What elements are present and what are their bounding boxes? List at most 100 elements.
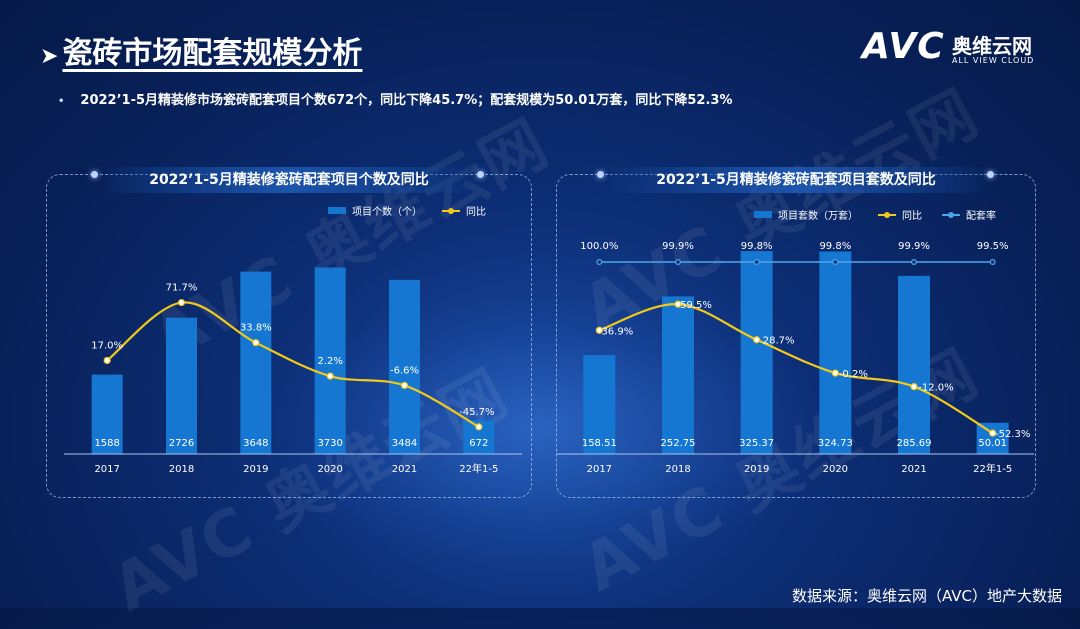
bar (740, 251, 773, 454)
rate-label: 99.9% (898, 241, 930, 252)
legend-label: 项目套数（万套） (778, 209, 858, 222)
yoy-point (252, 339, 260, 347)
chart-title: 2022’1-5月精装修瓷砖配套项目个数及同比 (107, 167, 471, 193)
x-tick-label: 2018 (665, 464, 690, 475)
data-source: 数据来源：奥维云网（AVC）地产大数据 (791, 587, 1062, 605)
bar-value-label: 1588 (94, 438, 119, 449)
yoy-line (598, 303, 994, 435)
yoy-point (326, 372, 334, 380)
yoy-point (103, 356, 111, 365)
rate-point (911, 258, 918, 265)
x-tick-label: 2018 (169, 464, 194, 475)
yoy-label: -45.7% (459, 407, 494, 418)
page-title: ➤ 瓷砖市场配套规模分析 (40, 28, 362, 72)
bar (240, 271, 272, 454)
chart-title: 2022’1-5月精装修瓷砖配套项目套数及同比 (609, 167, 983, 193)
yoy-point (595, 326, 603, 334)
chart-panel-units: 2022’1-5月精装修瓷砖配套项目套数及同比 (556, 167, 1036, 498)
yoy-label: -12.0% (918, 383, 953, 394)
bar (389, 279, 420, 454)
yoy-label: 71.7% (166, 283, 198, 294)
yoy-point (831, 369, 839, 377)
x-tick-label: 2017 (587, 464, 612, 475)
yoy-label: 33.8% (240, 323, 272, 334)
legend-swatch-bar (754, 211, 772, 218)
x-tick-label: 2021 (901, 464, 926, 475)
bar-value-label: 3484 (392, 438, 417, 449)
yoy-line (106, 301, 480, 428)
legend-label: 配套率 (966, 209, 996, 222)
chart-units: 项目套数（万套） 同比 配套率 158.51 252.75 325.37 324.73 285… (556, 209, 1034, 475)
logo-mark: AVC (862, 26, 945, 67)
yoy-point (400, 381, 409, 390)
page-title-text: 瓷砖市场配套规模分析 (62, 36, 363, 71)
x-tick-label: 22年1-5 (459, 462, 498, 475)
summary-bullet: • 2022’1-5月精装修市场瓷砖配套项目个数672个，同比下降45.7%；配套… (58, 89, 732, 108)
yoy-label: 17.0% (91, 340, 123, 351)
yoy-point (674, 300, 682, 308)
bar (662, 296, 694, 454)
bar-value-label: 3648 (243, 438, 268, 449)
legend-label: 项目个数（个） (352, 205, 422, 218)
rate-label: 99.8% (819, 241, 851, 252)
chart-panel-projects: 2022’1-5月精装修瓷砖配套项目个数及同比 (46, 167, 532, 498)
rate-label: 99.5% (977, 241, 1009, 252)
panel-dot-icon (477, 171, 484, 178)
rate-label: 99.8% (741, 241, 773, 252)
legend-marker (948, 212, 954, 218)
x-tick-label: 2017 (94, 464, 119, 475)
logo-name-cn: 奥维云网 (952, 34, 1032, 58)
x-tick-label: 2019 (243, 464, 268, 475)
bar (166, 317, 197, 454)
bar-value-label: 285.69 (897, 438, 932, 449)
legend-label: 同比 (902, 210, 922, 222)
rate-label: 100.0% (580, 241, 618, 252)
bar (91, 374, 123, 454)
yoy-label: 2.2% (317, 356, 342, 367)
yoy-label: -0.2% (839, 369, 868, 380)
chart-projects: 项目个数（个） 同比 1588 2726 3648 3730 3484 672 2017 2018… (64, 205, 522, 475)
bar-value-label: 2726 (169, 438, 194, 449)
bar (976, 422, 1009, 454)
rate-point (753, 258, 760, 265)
x-tick-label: 2020 (317, 464, 342, 475)
yoy-label: 28.7% (763, 336, 795, 347)
logo-name-en: ALL VIEW CLOUD (952, 56, 1035, 65)
panel-dot-icon (91, 171, 98, 178)
background-glow (260, 300, 820, 560)
bar-value-label: 325.37 (739, 438, 774, 449)
bar-value-label: 50.01 (978, 438, 1007, 449)
x-tick-label: 22年1-5 (973, 462, 1012, 475)
bar (819, 251, 852, 454)
legend-swatch-bar (328, 207, 346, 214)
x-tick-label: 2019 (744, 464, 769, 475)
rate-point (989, 258, 996, 265)
legend-label: 同比 (466, 206, 486, 218)
rate-point (596, 258, 603, 265)
panel-dot-icon (987, 171, 994, 178)
arrow-right-icon: ➤ (40, 44, 59, 69)
yoy-label: -52.3% (995, 429, 1030, 440)
bar-value-label: 158.51 (582, 438, 617, 449)
x-tick-label: 2021 (392, 464, 417, 475)
rate-point (832, 258, 839, 265)
x-tick-label: 2020 (823, 464, 848, 475)
bar-value-label: 672 (469, 438, 488, 449)
panel-dot-icon (597, 171, 604, 178)
bar (314, 267, 346, 454)
bar (583, 355, 616, 454)
bar-value-label: 324.73 (818, 438, 853, 449)
yoy-label: 36.9% (601, 326, 633, 337)
rate-point (674, 258, 681, 265)
yoy-label: -6.6% (390, 365, 419, 376)
bar-value-label: 3730 (317, 438, 342, 449)
bullet-dot-icon: • (58, 96, 65, 107)
brand-logo: AVC 奥维云网 ALL VIEW CLOUD (862, 28, 1052, 68)
legend-marker (884, 212, 890, 218)
rate-label: 99.9% (662, 241, 694, 252)
yoy-point (753, 336, 761, 344)
summary-text: 2022’1-5月精装修市场瓷砖配套项目个数672个，同比下降45.7%；配套规… (80, 93, 733, 108)
yoy-label: 59.5% (680, 300, 712, 311)
yoy-point (989, 429, 997, 437)
bar-value-label: 252.75 (661, 438, 696, 449)
